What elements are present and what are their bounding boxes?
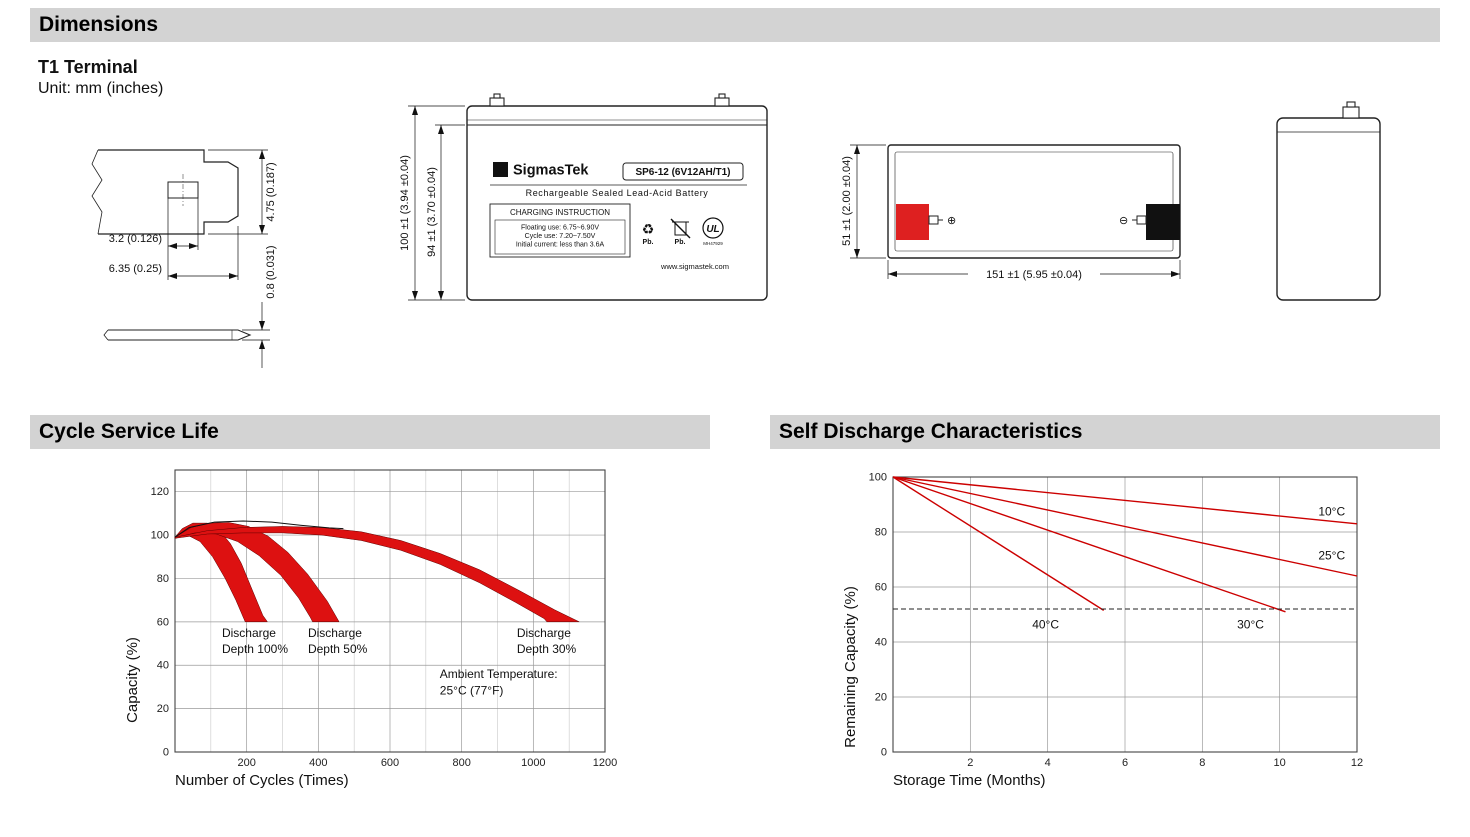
svg-text:2: 2 [967, 757, 973, 769]
section-header-cycle-life: Cycle Service Life [30, 415, 710, 449]
section-header-self-discharge: Self Discharge Characteristics [770, 415, 1440, 449]
svg-text:20: 20 [157, 703, 169, 715]
pb-label-1: Pb. [643, 239, 654, 246]
terminal-cross-section [91, 149, 239, 235]
minus-symbol: ⊖ [1119, 215, 1128, 227]
charging-instruction-box: CHARGING INSTRUCTION Floating use: 6.75~… [489, 203, 631, 258]
svg-text:10: 10 [1274, 757, 1286, 769]
section-title-cycle-life: Cycle Service Life [39, 420, 219, 443]
brand-name: SigmasTek [513, 163, 589, 179]
positive-connector-icon [928, 215, 943, 225]
svg-text:Storage Time (Months): Storage Time (Months) [893, 772, 1046, 789]
model-box [622, 162, 744, 181]
cycle-service-life-chart: 200 400 600 800 1000 1200 0 20 40 60 80 100 120 Disch… [124, 469, 617, 789]
svg-text:40: 40 [875, 637, 887, 649]
front-terminal-tabs [489, 93, 730, 107]
dim-thickness: 0.8 (0.031) [265, 245, 277, 298]
sigma-logo-icon: Σ [497, 165, 504, 177]
svg-text:20: 20 [875, 692, 887, 704]
terminal-detail-drawing: 4.75 (0.187) 3.2 (0.126) 6.35 (0.25) 0.8… [91, 149, 277, 368]
section-title-dimensions: Dimensions [39, 13, 159, 36]
website-url: www.sigmastek.com [660, 262, 729, 271]
section-title-self-discharge: Self Discharge Characteristics [779, 420, 1083, 443]
svg-text:25°C: 25°C [1318, 549, 1345, 563]
positive-terminal-red [896, 204, 929, 240]
top-dimension-lines [850, 144, 1181, 279]
crossed-bin-pb-icon [670, 218, 691, 239]
battery-side-view-drawing [1276, 101, 1381, 301]
svg-text:100: 100 [151, 530, 169, 542]
svg-text:800: 800 [452, 757, 470, 769]
dim-tab-width: 6.35 (0.25) [109, 263, 162, 275]
negative-terminal-black [1146, 204, 1180, 240]
svg-text:Depth 100%: Depth 100% [222, 642, 288, 656]
charging-title: CHARGING INSTRUCTION [510, 208, 610, 217]
dim-length: 151 ±1 (5.95 ±0.04) [986, 269, 1082, 281]
ul-mark-icon: UL MH47929 [702, 217, 724, 246]
front-dimension-lines [408, 105, 465, 301]
ul-file-number: MH47929 [703, 241, 723, 246]
terminal-type-title: T1 Terminal [38, 57, 138, 77]
svg-text:6: 6 [1122, 757, 1128, 769]
battery-type-text: Rechargeable Sealed Lead-Acid Battery [526, 188, 709, 198]
svg-text:Capacity (%): Capacity (%) [124, 637, 141, 723]
dim-case-height: 94 ±1 (3.70 ±0.04) [426, 167, 438, 257]
plus-symbol: ⊕ [947, 215, 956, 227]
terminal-blade-side [103, 329, 252, 341]
self-discharge-chart: 2 4 6 8 10 12 0 20 40 60 80 100 10°C 25°C 30°C 40°C Rema… [842, 472, 1363, 790]
side-terminal-tab [1342, 101, 1360, 119]
charging-line-2: Cycle use: 7.20~7.50V [525, 233, 596, 240]
svg-text:60: 60 [875, 582, 887, 594]
compliance-icons: ♻ Pb. Pb. UL MH47929 [642, 217, 724, 246]
svg-text:0: 0 [163, 747, 169, 759]
charging-line-3: Initial current: less than 3.6A [516, 242, 605, 249]
svg-text:400: 400 [309, 757, 327, 769]
dim-width: 51 ±1 (2.00 ±0.04) [841, 156, 853, 246]
svg-text:200: 200 [237, 757, 255, 769]
unit-note: Unit: mm (inches) [38, 80, 164, 97]
svg-text:Discharge: Discharge [517, 626, 571, 640]
svg-text:80: 80 [157, 573, 169, 585]
svg-text:30°C: 30°C [1237, 617, 1264, 631]
dim-hole: 3.2 (0.126) [109, 233, 162, 245]
svg-text:Remaining Capacity (%): Remaining Capacity (%) [842, 586, 859, 748]
dim-tab-height: 4.75 (0.187) [265, 162, 277, 221]
battery-front-view-drawing: 100 ±1 (3.94 ±0.04) 94 ±1 (3.70 ±0.04) Σ… [399, 93, 768, 301]
svg-text:40°C: 40°C [1032, 617, 1059, 631]
pb-label-2: Pb. [675, 239, 686, 246]
brand-logo-square [493, 162, 508, 177]
recycle-pb-icon: ♻ [642, 221, 655, 237]
dim-overall-height: 100 ±1 (3.94 ±0.04) [399, 155, 411, 251]
svg-text:8: 8 [1199, 757, 1205, 769]
negative-connector-icon [1132, 215, 1147, 225]
svg-text:10°C: 10°C [1318, 505, 1345, 519]
section-header-dimensions: Dimensions [30, 8, 1440, 42]
svg-text:4: 4 [1045, 757, 1051, 769]
model-number: SP6-12 (6V12AH/T1) [635, 167, 730, 178]
top-view-body: ⊕ ⊖ [887, 144, 1181, 259]
battery-top-view-drawing: 51 ±1 (2.00 ±0.04) 151 ±1 (5.95 ±0.04) ⊕… [841, 144, 1181, 281]
svg-text:Depth 50%: Depth 50% [308, 642, 368, 656]
charging-line-1: Floating use: 6.75~6.90V [521, 225, 599, 232]
svg-text:120: 120 [151, 486, 169, 498]
svg-text:Discharge: Discharge [222, 626, 276, 640]
svg-text:Ambient Temperature:: Ambient Temperature: [440, 667, 558, 681]
svg-text:Discharge: Discharge [308, 626, 362, 640]
svg-text:Number of Cycles (Times): Number of Cycles (Times) [175, 772, 349, 789]
svg-text:1200: 1200 [593, 757, 617, 769]
svg-text:0: 0 [881, 747, 887, 759]
svg-text:60: 60 [157, 616, 169, 628]
ul-letters: UL [706, 224, 719, 235]
svg-text:1000: 1000 [521, 757, 545, 769]
svg-text:Depth 30%: Depth 30% [517, 642, 577, 656]
svg-text:12: 12 [1351, 757, 1363, 769]
svg-text:600: 600 [381, 757, 399, 769]
battery-front-body: Σ SigmasTek SP6-12 (6V12AH/T1) Rechargea… [466, 93, 768, 301]
svg-text:40: 40 [157, 660, 169, 672]
terminal-dimension-lines [167, 149, 270, 368]
svg-text:25°C (77°F): 25°C (77°F) [440, 683, 504, 697]
svg-text:100: 100 [869, 472, 887, 484]
svg-text:80: 80 [875, 527, 887, 539]
